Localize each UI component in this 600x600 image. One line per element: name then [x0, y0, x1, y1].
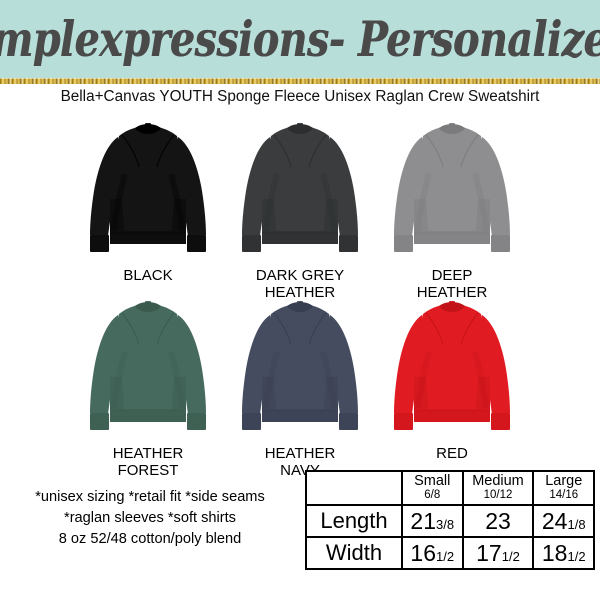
color-label: RED [436, 445, 468, 462]
feature-line: 8 oz 52/48 cotton/poly blend [58, 531, 242, 547]
length-small: 213/8 [401, 504, 464, 538]
size-ages: 6/8 [424, 489, 441, 501]
sweatshirt-icon [242, 301, 358, 430]
size-name: Large [545, 473, 583, 489]
product-title: Bella+Canvas YOUTH Sponge Fleece Unisex … [60, 88, 540, 105]
color-option-heather-navy[interactable]: HEATHER NAVY [200, 293, 400, 479]
whole-number: 23 [485, 507, 511, 534]
table-header-row: Small 6/8 Medium 10/12 Large 14/16 [305, 470, 595, 506]
whole-number: 17 [476, 539, 502, 566]
sweatshirt-icon [394, 301, 510, 430]
table-corner-cell [305, 470, 403, 506]
color-option-deep-heather[interactable]: DEEP HEATHER [352, 115, 552, 301]
gold-glitter-divider [0, 78, 600, 84]
size-header-large: Large 14/16 [532, 470, 595, 506]
width-large: 181/2 [532, 536, 595, 570]
whole-number: 18 [541, 539, 568, 566]
sweatshirt-icon [90, 123, 206, 252]
row-label-width: Width [305, 536, 403, 570]
color-label: BLACK [123, 267, 173, 284]
size-header-small: Small 6/8 [401, 470, 464, 506]
sweatshirt-icon [242, 123, 358, 252]
row-label-length: Length [305, 504, 403, 538]
color-option-red[interactable]: RED [352, 293, 552, 462]
table-row-length: Length 213/8 23 241/8 [305, 504, 595, 538]
whole-number: 16 [410, 539, 436, 566]
width-medium: 171/2 [461, 536, 535, 570]
product-features: *unisex sizing *retail fit *side seams *… [0, 487, 300, 550]
size-name: Small [414, 473, 451, 489]
whole-number: 24 [541, 507, 568, 534]
fraction: 1/2 [567, 548, 586, 564]
color-label: HEATHER FOREST [112, 445, 184, 479]
width-small: 161/2 [401, 536, 464, 570]
sweatshirt-icon [90, 301, 206, 430]
size-ages: 10/12 [483, 489, 513, 501]
fraction: 3/8 [436, 516, 455, 532]
feature-line: *raglan sleeves *soft shirts [64, 510, 236, 526]
fraction: 1/2 [501, 548, 520, 564]
sweatshirt-icon [394, 123, 510, 252]
color-swatch-grid: BLACK DARK GREY HEATHER DEEP HEATHER HEATH… [0, 115, 600, 479]
table-row-width: Width 161/2 171/2 181/2 [305, 536, 595, 570]
length-large: 241/8 [532, 504, 595, 538]
header-band: Simplexpressions- Personalized! [0, 0, 600, 78]
shop-logo-text: Simplexpressions- Personalized! [0, 10, 600, 68]
color-label: DEEP HEATHER [416, 267, 488, 301]
color-option-heather-forest[interactable]: HEATHER FOREST [48, 293, 248, 479]
fraction: 1/2 [436, 548, 455, 564]
length-medium: 23 [461, 504, 535, 538]
size-header-medium: Medium 10/12 [461, 470, 535, 506]
size-ages: 14/16 [549, 489, 579, 501]
whole-number: 21 [410, 507, 436, 534]
size-name: Medium [472, 473, 524, 489]
color-option-dark-grey-heather[interactable]: DARK GREY HEATHER [200, 115, 400, 301]
size-chart-table: Small 6/8 Medium 10/12 Large 14/16 Lengt… [305, 470, 595, 570]
fraction: 1/8 [567, 516, 586, 532]
color-label: DARK GREY HEATHER [255, 267, 345, 301]
feature-line: *unisex sizing *retail fit *side seams [35, 489, 265, 505]
color-option-black[interactable]: BLACK [48, 115, 248, 284]
